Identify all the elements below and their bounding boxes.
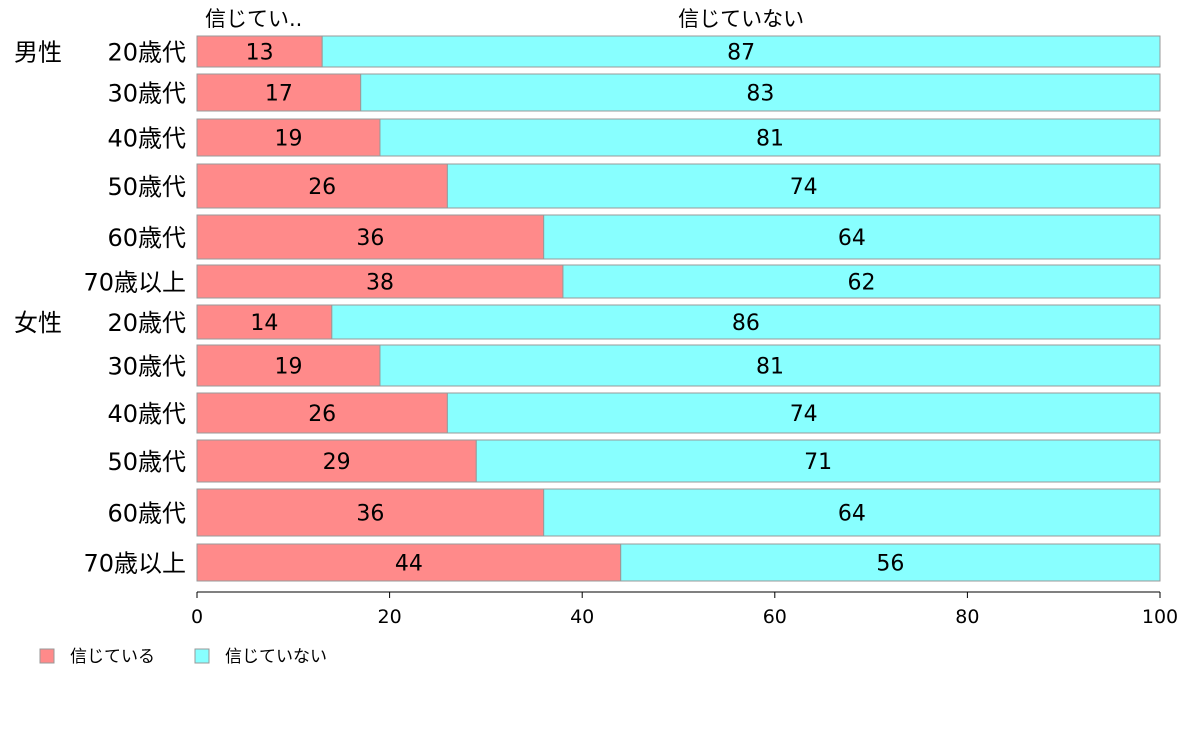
category-label: 30歳代 [107, 80, 186, 108]
bar-row: 60歳代 36 64 [107, 214, 1161, 260]
bar-row: 70歳以上 38 62 [83, 264, 1161, 299]
data-label-not-believe: 83 [746, 82, 774, 107]
bar-believe [196, 543, 622, 582]
group-label-female: 女性 [14, 309, 62, 337]
data-label-believe: 38 [366, 271, 394, 296]
data-label-believe: 19 [274, 127, 302, 152]
data-label-not-believe: 81 [756, 355, 784, 380]
bar-row: 50歳代 29 71 [107, 439, 1161, 483]
bar-row: 50歳代 26 74 [107, 163, 1161, 209]
bar-not-believe [543, 214, 1161, 260]
bar-believe [196, 163, 448, 209]
x-tick-label: 60 [763, 606, 787, 628]
bar-rows: 20歳代 13 87 30歳代 17 83 40歳代 19 81 50歳代 26 74 60歳代 36 64… [83, 35, 1161, 582]
data-label-believe: 17 [265, 82, 293, 107]
column-header-believe: 信じてい.. [205, 7, 302, 31]
data-label-believe: 13 [246, 41, 274, 66]
category-label: 20歳代 [107, 39, 186, 67]
data-label-believe: 29 [323, 450, 351, 475]
category-label: 40歳代 [107, 125, 186, 153]
bar-not-believe [446, 163, 1161, 209]
bar-not-believe [475, 439, 1161, 483]
data-label-believe: 36 [356, 502, 384, 527]
category-label: 30歳代 [107, 353, 186, 381]
bar-not-believe [321, 35, 1161, 68]
category-label: 50歳代 [107, 173, 186, 201]
bar-believe [196, 392, 448, 434]
group-labels: 男性 女性 [14, 39, 62, 338]
legend: 信じている 信じていない [39, 647, 327, 667]
category-label: 40歳代 [107, 400, 186, 428]
x-axis: 0 20 40 60 80 100 [191, 591, 1178, 628]
data-label-believe: 26 [308, 402, 336, 427]
data-label-not-believe: 62 [847, 271, 875, 296]
bar-believe [196, 439, 477, 483]
bar-believe [196, 304, 333, 340]
data-label-believe: 26 [308, 175, 336, 200]
legend-swatch [39, 648, 55, 664]
bar-not-believe [331, 304, 1161, 340]
bar-row: 20歳代 13 87 [107, 35, 1161, 68]
x-tick-label: 80 [955, 606, 979, 628]
category-label: 70歳以上 [83, 269, 186, 297]
bar-row: 40歳代 26 74 [107, 392, 1161, 434]
bar-row: 20歳代 14 86 [107, 304, 1161, 340]
data-label-not-believe: 81 [756, 127, 784, 152]
data-label-not-believe: 86 [732, 311, 760, 336]
x-tick-label: 100 [1142, 606, 1178, 628]
category-label: 50歳代 [107, 448, 186, 476]
x-tick-label: 0 [191, 606, 203, 628]
bar-believe [196, 488, 545, 537]
bar-not-believe [446, 392, 1161, 434]
legend-swatch [194, 648, 210, 664]
data-label-not-believe: 56 [876, 552, 904, 577]
bar-not-believe [543, 488, 1161, 537]
data-label-believe: 14 [250, 311, 278, 336]
data-label-believe: 44 [395, 552, 423, 577]
bar-believe [196, 73, 362, 112]
x-tick-label: 40 [570, 606, 594, 628]
data-label-believe: 36 [356, 226, 384, 251]
bar-row: 70歳以上 44 56 [83, 543, 1161, 582]
bar-row: 40歳代 19 81 [107, 118, 1161, 157]
category-label: 60歳代 [107, 224, 186, 252]
group-label-male: 男性 [14, 39, 62, 67]
data-label-not-believe: 74 [790, 402, 818, 427]
legend-label: 信じていない [225, 647, 327, 667]
category-label: 70歳以上 [83, 550, 186, 578]
bar-row: 30歳代 17 83 [107, 73, 1161, 112]
bar-believe [196, 35, 323, 68]
data-label-not-believe: 64 [838, 502, 866, 527]
bar-not-believe [562, 264, 1161, 299]
bar-row: 30歳代 19 81 [107, 344, 1161, 387]
bar-row: 60歳代 36 64 [107, 488, 1161, 537]
data-label-not-believe: 74 [790, 175, 818, 200]
bar-not-believe [379, 344, 1161, 387]
x-tick-label: 20 [378, 606, 402, 628]
column-header-not-believe: 信じていない [678, 7, 804, 31]
category-label: 60歳代 [107, 500, 186, 528]
bar-not-believe [379, 118, 1161, 157]
category-label: 20歳代 [107, 309, 186, 337]
bar-not-believe [360, 73, 1161, 112]
data-label-not-believe: 71 [804, 450, 832, 475]
legend-label: 信じている [70, 647, 155, 667]
bar-believe [196, 118, 381, 157]
bar-believe [196, 214, 545, 260]
bar-not-believe [620, 543, 1161, 582]
data-label-not-believe: 64 [838, 226, 866, 251]
data-label-believe: 19 [274, 355, 302, 380]
data-label-not-believe: 87 [727, 41, 755, 66]
